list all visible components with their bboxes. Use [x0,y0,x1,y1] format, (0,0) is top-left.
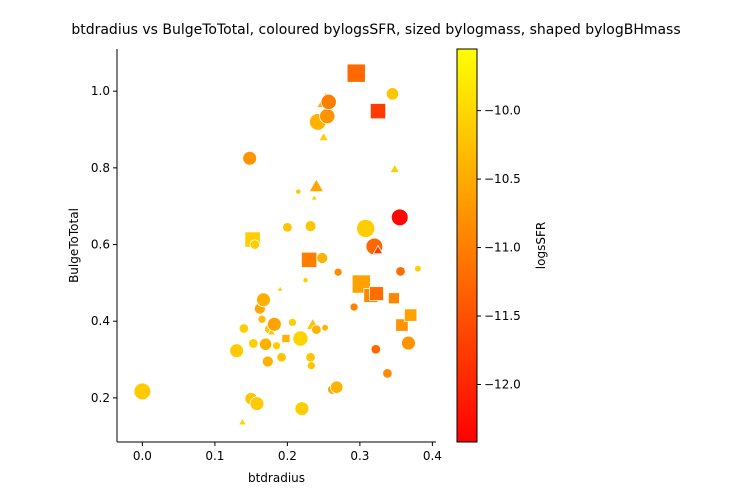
data-point [276,352,287,363]
data-point [294,401,310,417]
x-tick-label: 0.4 [423,449,442,463]
y-tick-label: 0.8 [91,161,110,175]
colorbar-label: logsSFR [534,222,548,269]
data-point [372,244,384,255]
data-point [261,355,274,368]
colorbar: −12.0 −11.5 −11.0 −10.5 −10.0 logsSFR [456,48,548,443]
data-point [369,286,384,301]
data-point [276,285,284,292]
colorbar-tick-label: −10.5 [484,172,521,186]
data-point [316,252,329,264]
data-point [382,368,393,379]
data-point [333,267,343,277]
y-ticks: 0.2 0.4 0.6 0.8 1.0 [91,84,117,405]
data-point [401,335,416,351]
x-axis-label: btdradius [248,471,305,485]
data-point [390,208,409,227]
x-tick-label: 0.2 [278,449,297,463]
data-point [310,193,318,201]
colorbar-tick-label: −11.5 [484,309,521,323]
data-point [321,323,329,332]
data-point [249,239,260,250]
y-axis-label: BulgeToTotal [67,208,81,283]
y-tick-label: 1.0 [91,84,110,98]
data-point [281,333,291,343]
data-point [385,87,400,101]
colorbar-tick-label: −11.0 [484,241,521,255]
data-point [257,314,267,324]
data-point [237,417,247,426]
data-point [414,264,422,273]
colorbar-ticks: −12.0 −11.5 −11.0 −10.5 −10.0 [477,104,521,391]
data-point [133,382,152,401]
data-point [370,344,382,355]
data-point [306,361,316,371]
data-point [319,108,336,125]
data-point [308,178,325,193]
x-tick-label: 0.1 [205,449,224,463]
data-point [282,222,293,233]
data-point [301,251,318,268]
colorbar-gradient [456,48,478,443]
data-point [248,338,259,349]
x-ticks: 0.0 0.1 0.2 0.3 0.4 [133,442,442,463]
x-tick-label: 0.3 [350,449,369,463]
data-point [229,343,244,359]
data-point [256,292,271,308]
colorbar-tick-label: −12.0 [484,377,521,391]
data-point [395,266,406,277]
y-tick-label: 0.6 [91,238,110,252]
data-point [272,341,281,351]
data-point [258,337,273,351]
data-point [305,352,316,363]
data-point [395,318,409,332]
data-point [242,150,258,166]
data-points [133,63,422,426]
data-point [356,218,376,238]
data-point [287,317,297,327]
data-point [266,316,282,332]
data-point [304,220,317,233]
data-point [330,380,344,394]
data-point [311,324,322,335]
data-point [318,131,330,142]
data-point [238,323,250,334]
data-point [295,188,302,195]
data-point [369,103,387,120]
data-point [302,277,309,284]
data-point [292,330,309,347]
data-point [388,292,400,305]
axes [116,49,436,443]
colorbar-tick-label: −10.0 [484,104,521,118]
data-point [249,396,265,412]
x-tick-label: 0.0 [133,449,152,463]
data-point [389,163,401,173]
data-point [403,308,418,322]
chart-title: btdradius vs BulgeToTotal, coloured bylo… [71,22,680,38]
data-point [320,93,337,110]
data-point [346,63,366,83]
y-tick-label: 0.2 [91,391,110,405]
y-tick-label: 0.4 [91,314,110,328]
data-point [349,302,359,312]
